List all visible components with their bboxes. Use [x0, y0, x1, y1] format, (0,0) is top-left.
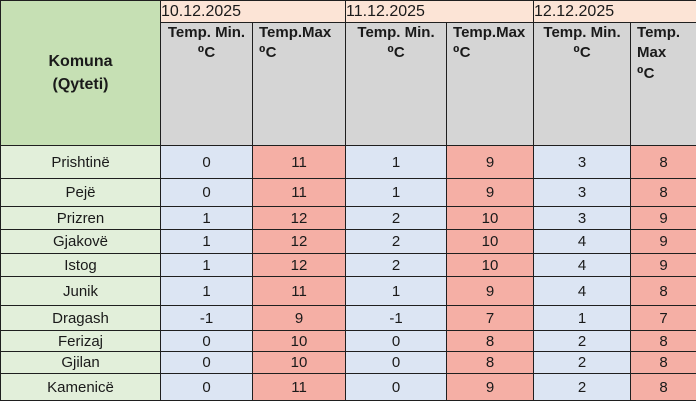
temp-max-cell: 11	[251, 373, 347, 401]
temp-max-cell: 8	[630, 276, 696, 306]
temp-min-cell: 1	[160, 229, 253, 254]
temp-max-cell: 9	[630, 229, 696, 254]
temp-max-cell: 12	[251, 253, 347, 277]
temp-min-cell: 4	[533, 276, 632, 306]
temp-max-cell: 9	[446, 145, 535, 179]
subheader-temp-min-3: Temp. Min. ⁰C	[533, 22, 632, 146]
temp-min-cell: 2	[345, 229, 448, 254]
temp-min-cell: 4	[533, 253, 632, 277]
city-cell: Kamenicë	[0, 373, 161, 401]
temp-min-cell: 3	[533, 178, 632, 207]
temp-min-cell: 1	[345, 178, 448, 207]
temp-max-cell: 8	[630, 351, 696, 374]
subheader-temp-max-2: Temp.Max ⁰C	[446, 22, 535, 146]
temp-min-cell: 1	[345, 145, 448, 179]
table-row: Gjakovë 1 12 2 10 4 9	[0, 229, 696, 254]
date-header-col-1: 10.12.2025	[159, 0, 347, 23]
temp-min-cell: 2	[533, 373, 632, 401]
temp-min-cell: 1	[160, 206, 253, 230]
city-cell: Prishtinë	[0, 145, 161, 179]
temp-min-cell: 0	[345, 330, 448, 352]
temp-min-cell: 2	[345, 206, 448, 230]
corner-header-komuna: Komuna (Qyteti)	[0, 0, 161, 146]
temp-min-cell: 0	[160, 351, 253, 374]
city-cell: Dragash	[0, 305, 161, 331]
temp-min-cell: 0	[160, 373, 253, 401]
temp-min-cell: -1	[345, 305, 448, 331]
temp-min-cell: 1	[160, 276, 253, 306]
temp-max-cell: 8	[446, 351, 535, 374]
temp-min-cell: 3	[533, 206, 632, 230]
temp-min-cell: 2	[345, 253, 448, 277]
table-row: Prizren 1 12 2 10 3 9	[0, 206, 696, 230]
subheader-temp-max-1: Temp.Max ⁰C	[251, 22, 347, 146]
subheader-row: Temp. Min. ⁰C Temp.Max ⁰C Temp. Min. ⁰C …	[1, 22, 696, 146]
temp-max-cell: 7	[446, 305, 535, 331]
temp-max-cell: 7	[630, 305, 696, 331]
temp-min-cell: 0	[160, 178, 253, 207]
temp-max-cell: 9	[630, 253, 696, 277]
temp-max-cell: 10	[446, 253, 535, 277]
table-row: Gjilan 0 10 0 8 2 8	[0, 351, 696, 374]
temp-max-cell: 8	[630, 330, 696, 352]
date-header-col-3: 12.12.2025	[533, 0, 696, 23]
table-row: Dragash -1 9 -1 7 1 7	[0, 305, 696, 331]
table-row: Pejë 0 11 1 9 3 8	[0, 178, 696, 207]
temp-min-cell: 1	[533, 305, 632, 331]
city-cell: Istog	[0, 253, 161, 277]
date-header-row: Komuna (Qyteti) 10.12.2025 11.12.2025 12…	[0, 0, 696, 146]
table-row: Istog 1 12 2 10 4 9	[0, 253, 696, 277]
temp-max-cell: 9	[446, 373, 535, 401]
subheader-temp-max-3: Temp. Max ⁰C	[630, 22, 696, 146]
temp-max-cell: 9	[630, 206, 696, 230]
temp-min-cell: 2	[533, 351, 632, 374]
temp-max-cell: 11	[251, 276, 347, 306]
city-cell: Prizren	[0, 206, 161, 230]
temp-max-cell: 9	[446, 276, 535, 306]
table-row: Junik 1 11 1 9 4 8	[0, 276, 696, 306]
temp-min-cell: 1	[345, 276, 448, 306]
table-row: Ferizaj 0 10 0 8 2 8	[0, 330, 696, 352]
temp-max-cell: 12	[251, 229, 347, 254]
temp-max-cell: 10	[251, 351, 347, 374]
city-cell: Ferizaj	[0, 330, 161, 352]
city-cell: Junik	[0, 276, 161, 306]
temp-min-cell: 0	[345, 351, 448, 374]
temp-max-cell: 10	[446, 229, 535, 254]
temp-min-cell: 1	[160, 253, 253, 277]
date-header-col-2: 11.12.2025	[345, 0, 535, 23]
city-cell: Pejë	[0, 178, 161, 207]
subheader-temp-min-2: Temp. Min. ⁰C	[345, 22, 448, 146]
temp-max-cell: 9	[251, 305, 347, 331]
table-row: Prishtinë 0 11 1 9 3 8	[0, 145, 696, 179]
temp-max-cell: 10	[446, 206, 535, 230]
temp-max-cell: 8	[630, 373, 696, 401]
city-cell: Gjakovë	[0, 229, 161, 254]
table-row: Kamenicë 0 11 0 9 2 8	[0, 373, 696, 401]
temp-min-cell: 2	[533, 330, 632, 352]
table-header: Komuna (Qyteti) 10.12.2025 11.12.2025 12…	[0, 0, 696, 146]
temp-max-cell: 10	[251, 330, 347, 352]
temp-min-cell: 0	[160, 145, 253, 179]
temp-max-cell: 8	[630, 178, 696, 207]
temp-max-cell: 8	[630, 145, 696, 179]
temp-min-cell: 0	[345, 373, 448, 401]
temp-min-cell: 0	[160, 330, 253, 352]
subheader-temp-min-1: Temp. Min. ⁰C	[160, 22, 253, 146]
temp-min-cell: -1	[160, 305, 253, 331]
temp-min-cell: 4	[533, 229, 632, 254]
temp-max-cell: 9	[446, 178, 535, 207]
table-body: Prishtinë 0 11 1 9 3 8 Pejë 0 11 1 9 3 8…	[0, 145, 696, 401]
city-cell: Gjilan	[0, 351, 161, 374]
temp-min-cell: 3	[533, 145, 632, 179]
temp-max-cell: 11	[251, 145, 347, 179]
temp-max-cell: 12	[251, 206, 347, 230]
temp-max-cell: 11	[251, 178, 347, 207]
temp-max-cell: 8	[446, 330, 535, 352]
